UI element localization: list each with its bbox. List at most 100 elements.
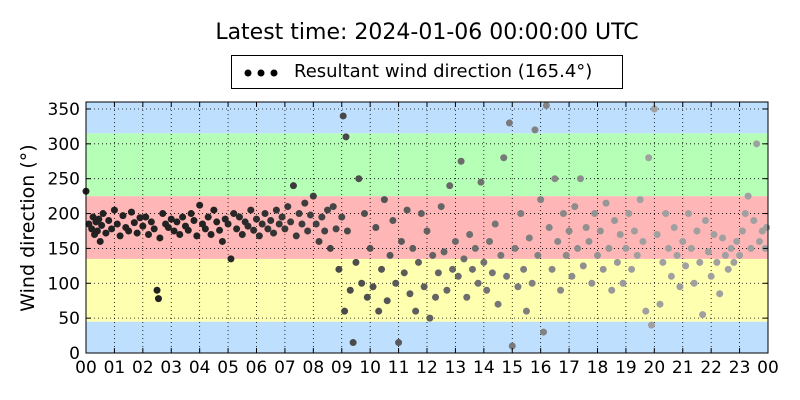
axis-ticks: 00 01 02 03 04 05 06 07 08 09 10 11 12 13 14 15 16 17 18 19… bbox=[48, 100, 779, 378]
data-point bbox=[588, 279, 596, 287]
data-point bbox=[460, 255, 468, 263]
data-point bbox=[488, 269, 496, 277]
x-tick-label: 20 bbox=[644, 358, 666, 378]
data-point bbox=[301, 199, 309, 207]
data-point bbox=[426, 314, 434, 322]
data-point bbox=[253, 215, 260, 223]
data-point bbox=[127, 208, 135, 216]
data-point bbox=[366, 244, 374, 252]
data-point bbox=[446, 182, 454, 190]
data-point bbox=[696, 258, 704, 266]
data-point bbox=[136, 214, 144, 222]
data-point bbox=[187, 210, 195, 218]
data-point bbox=[471, 244, 479, 252]
data-point bbox=[451, 237, 459, 245]
data-point bbox=[108, 225, 116, 233]
data-point bbox=[99, 210, 107, 218]
data-point bbox=[389, 217, 397, 225]
legend-label: Resultant wind direction (165.4°) bbox=[294, 61, 593, 82]
data-point bbox=[383, 297, 391, 305]
data-point bbox=[659, 258, 667, 266]
data-point bbox=[346, 286, 354, 294]
data-point bbox=[670, 224, 678, 231]
data-point bbox=[738, 227, 746, 235]
data-point bbox=[369, 283, 377, 291]
data-point bbox=[605, 244, 613, 252]
data-point bbox=[699, 311, 707, 319]
data-point bbox=[454, 272, 462, 280]
data-point bbox=[571, 203, 579, 211]
data-points bbox=[82, 101, 771, 350]
data-point bbox=[395, 339, 403, 347]
data-point bbox=[275, 220, 283, 228]
y-tick-label: 250 bbox=[48, 170, 80, 190]
data-point bbox=[233, 225, 241, 233]
data-point bbox=[105, 217, 113, 225]
data-point bbox=[213, 218, 221, 226]
data-point bbox=[682, 262, 690, 270]
x-tick-label: 23 bbox=[729, 358, 751, 378]
data-point bbox=[730, 258, 738, 266]
x-tick-label: 18 bbox=[587, 358, 609, 378]
x-tick-label: 21 bbox=[672, 358, 694, 378]
data-point bbox=[96, 237, 104, 245]
y-tick-label: 50 bbox=[58, 309, 80, 329]
data-point bbox=[508, 342, 516, 350]
data-point bbox=[494, 300, 502, 308]
data-point bbox=[647, 321, 655, 329]
data-point bbox=[656, 300, 664, 308]
data-point bbox=[88, 225, 96, 233]
data-point bbox=[102, 229, 110, 237]
data-point bbox=[491, 220, 499, 228]
data-point bbox=[176, 230, 184, 238]
data-point bbox=[338, 213, 346, 221]
x-tick-label: 08 bbox=[303, 358, 325, 378]
data-point bbox=[153, 286, 161, 294]
x-tick-label: 02 bbox=[132, 358, 154, 378]
data-point bbox=[196, 201, 204, 209]
chart-title: Latest time: 2024-01-06 00:00:00 UTC bbox=[215, 20, 639, 45]
data-point bbox=[386, 251, 394, 259]
data-point bbox=[352, 258, 360, 266]
data-point bbox=[116, 232, 124, 240]
data-point bbox=[414, 258, 422, 266]
data-point bbox=[173, 218, 181, 226]
data-point bbox=[611, 217, 619, 225]
data-point bbox=[554, 237, 562, 245]
data-point bbox=[642, 307, 650, 315]
data-point bbox=[272, 206, 280, 214]
data-point bbox=[304, 227, 312, 235]
data-point bbox=[449, 265, 457, 273]
data-point bbox=[630, 227, 638, 235]
data-point bbox=[701, 217, 709, 225]
x-tick-label: 09 bbox=[331, 358, 353, 378]
data-point bbox=[684, 210, 692, 218]
data-point bbox=[218, 237, 226, 245]
data-point bbox=[378, 265, 386, 273]
data-point bbox=[468, 265, 476, 273]
data-point bbox=[713, 258, 721, 266]
data-point bbox=[608, 286, 616, 294]
data-point bbox=[306, 211, 314, 219]
data-point bbox=[437, 203, 445, 211]
data-point bbox=[721, 251, 729, 259]
data-point bbox=[565, 227, 573, 235]
data-point bbox=[324, 206, 332, 214]
data-point bbox=[594, 251, 601, 259]
y-tick-label: 200 bbox=[48, 205, 80, 225]
data-point bbox=[93, 227, 101, 235]
data-point bbox=[679, 237, 687, 245]
x-tick-label: 06 bbox=[246, 358, 268, 378]
data-point bbox=[673, 251, 681, 259]
data-point bbox=[434, 269, 442, 277]
data-point bbox=[690, 279, 698, 287]
data-point bbox=[755, 237, 763, 245]
data-point bbox=[542, 101, 550, 109]
data-point bbox=[284, 203, 292, 211]
y-tick-label: 350 bbox=[48, 100, 80, 120]
data-point bbox=[355, 175, 363, 183]
data-point bbox=[540, 328, 548, 336]
data-point bbox=[403, 206, 411, 214]
data-point bbox=[531, 126, 539, 134]
